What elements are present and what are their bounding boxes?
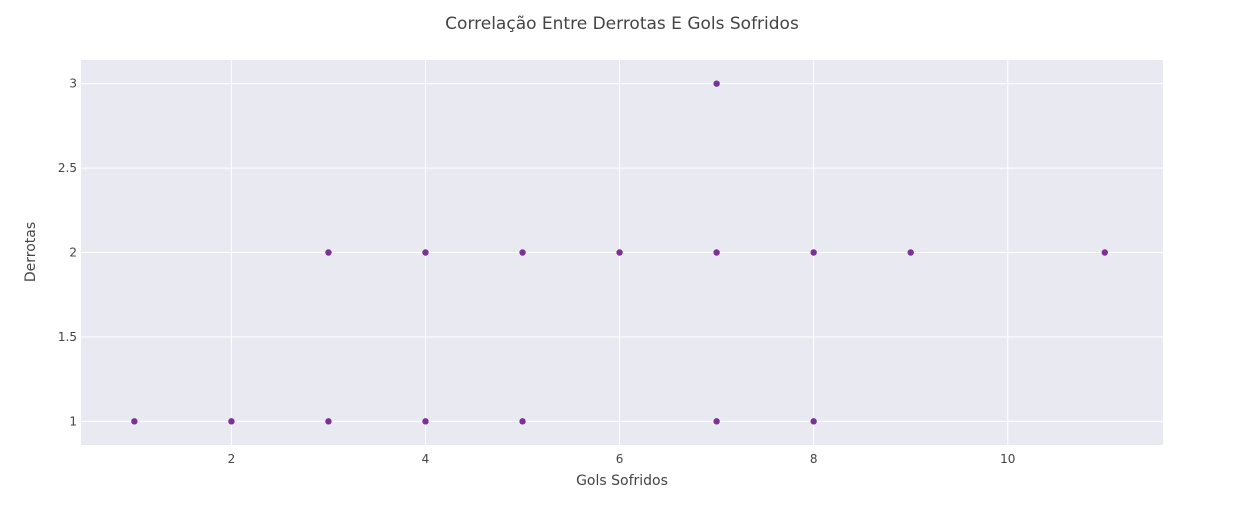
scatter-point[interactable] [713,80,720,87]
scatter-point[interactable] [519,418,526,425]
x-tick-label: 10 [1000,452,1015,466]
y-tick-label: 3 [69,77,77,91]
y-tick-labels: 1 1.5 2 2.5 3 [58,77,77,429]
y-tick-label: 1.5 [58,330,77,344]
y-gridlines [81,83,1163,422]
scatter-point[interactable] [422,249,429,256]
x-tick-labels: 2 4 6 8 10 [228,452,1016,466]
x-axis-label: Gols Sofridos [576,473,668,489]
scatter-point[interactable] [810,418,817,425]
x-tick-label: 8 [810,452,818,466]
scatter-point[interactable] [422,418,429,425]
y-axis-label: Derrotas [23,222,39,282]
scatter-point[interactable] [616,249,623,256]
scatter-point[interactable] [1101,249,1108,256]
scatter-point[interactable] [907,249,914,256]
scatter-point[interactable] [325,418,332,425]
scatter-point[interactable] [713,418,720,425]
x-tick-label: 2 [228,452,236,466]
x-tick-label: 6 [616,452,624,466]
scatter-point[interactable] [131,418,138,425]
scatter-point[interactable] [228,418,235,425]
data-points [131,80,1108,425]
y-tick-label: 2.5 [58,161,77,175]
y-tick-label: 2 [69,246,77,260]
scatter-point[interactable] [519,249,526,256]
y-tick-label: 1 [69,414,77,428]
scatter-point[interactable] [810,249,817,256]
x-tick-label: 4 [422,452,430,466]
scatter-point[interactable] [325,249,332,256]
scatter-point[interactable] [713,249,720,256]
chart-title: Correlação Entre Derrotas E Gols Sofrido… [445,14,799,34]
